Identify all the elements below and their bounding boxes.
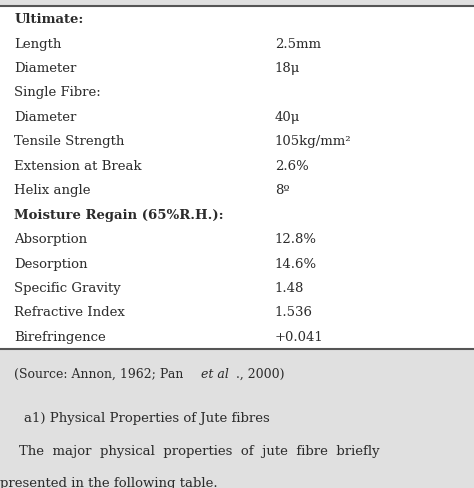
Text: Birefringence: Birefringence bbox=[14, 330, 106, 343]
Text: 1.48: 1.48 bbox=[275, 282, 304, 294]
Text: 2.6%: 2.6% bbox=[275, 160, 309, 172]
Text: 14.6%: 14.6% bbox=[275, 257, 317, 270]
Text: Single Fibre:: Single Fibre: bbox=[14, 86, 101, 99]
Text: Refractive Index: Refractive Index bbox=[14, 306, 125, 319]
Text: Diameter: Diameter bbox=[14, 111, 77, 123]
Text: The  major  physical  properties  of  jute  fibre  briefly: The major physical properties of jute fi… bbox=[19, 444, 380, 457]
Text: presented in the following table.: presented in the following table. bbox=[0, 476, 218, 488]
Text: Specific Gravity: Specific Gravity bbox=[14, 282, 121, 294]
Text: Moisture Regain (65%R.H.):: Moisture Regain (65%R.H.): bbox=[14, 208, 224, 221]
Text: Helix angle: Helix angle bbox=[14, 184, 91, 197]
Text: +0.041: +0.041 bbox=[275, 330, 324, 343]
Text: Length: Length bbox=[14, 38, 62, 50]
Text: (Source: Annon, 1962; Pan: (Source: Annon, 1962; Pan bbox=[14, 367, 188, 380]
Text: ., 2000): ., 2000) bbox=[236, 367, 284, 380]
Text: Ultimate:: Ultimate: bbox=[14, 13, 83, 26]
Text: 105kg/mm²: 105kg/mm² bbox=[275, 135, 352, 148]
Text: Absorption: Absorption bbox=[14, 233, 87, 245]
Text: Desorption: Desorption bbox=[14, 257, 88, 270]
Text: et al: et al bbox=[201, 367, 229, 380]
Text: 8º: 8º bbox=[275, 184, 290, 197]
Text: 1.536: 1.536 bbox=[275, 306, 313, 319]
Text: Tensile Strength: Tensile Strength bbox=[14, 135, 125, 148]
Text: a1) Physical Properties of Jute fibres: a1) Physical Properties of Jute fibres bbox=[24, 411, 269, 424]
Bar bbox=[0, 7, 474, 349]
Text: 2.5mm: 2.5mm bbox=[275, 38, 321, 50]
Text: 18μ: 18μ bbox=[275, 62, 301, 75]
Text: 12.8%: 12.8% bbox=[275, 233, 317, 245]
Text: Diameter: Diameter bbox=[14, 62, 77, 75]
Text: Extension at Break: Extension at Break bbox=[14, 160, 142, 172]
Text: 40μ: 40μ bbox=[275, 111, 301, 123]
